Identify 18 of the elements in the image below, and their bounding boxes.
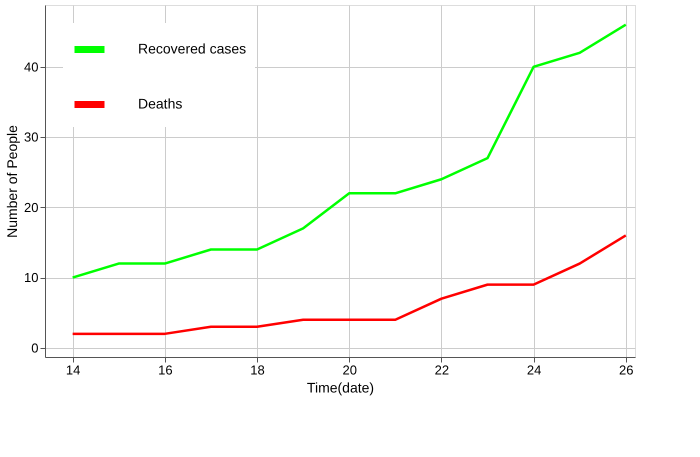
x-tick-label: 18 (250, 362, 265, 378)
x-tick-label: 16 (158, 362, 173, 378)
y-tick-label: 20 (24, 200, 38, 215)
x-tick-label: 22 (434, 362, 450, 378)
y-tick-label: 40 (24, 59, 38, 74)
x-tick-label: 24 (526, 362, 542, 378)
y-tick-label: 0 (31, 340, 38, 356)
x-axis-title: Time(date) (306, 380, 374, 396)
y-axis-title: Number of People (4, 124, 20, 238)
x-tick-label: 26 (619, 362, 634, 378)
x-tick-label: 14 (66, 362, 80, 378)
line-series (71, 23, 628, 279)
legend-label: Deaths (138, 96, 182, 112)
legend-label: Recovered cases (138, 40, 246, 56)
y-tick-label: 10 (24, 270, 38, 286)
y-tick-label: 30 (24, 130, 38, 145)
x-tick-label: 20 (342, 362, 357, 378)
line-series (71, 234, 628, 336)
